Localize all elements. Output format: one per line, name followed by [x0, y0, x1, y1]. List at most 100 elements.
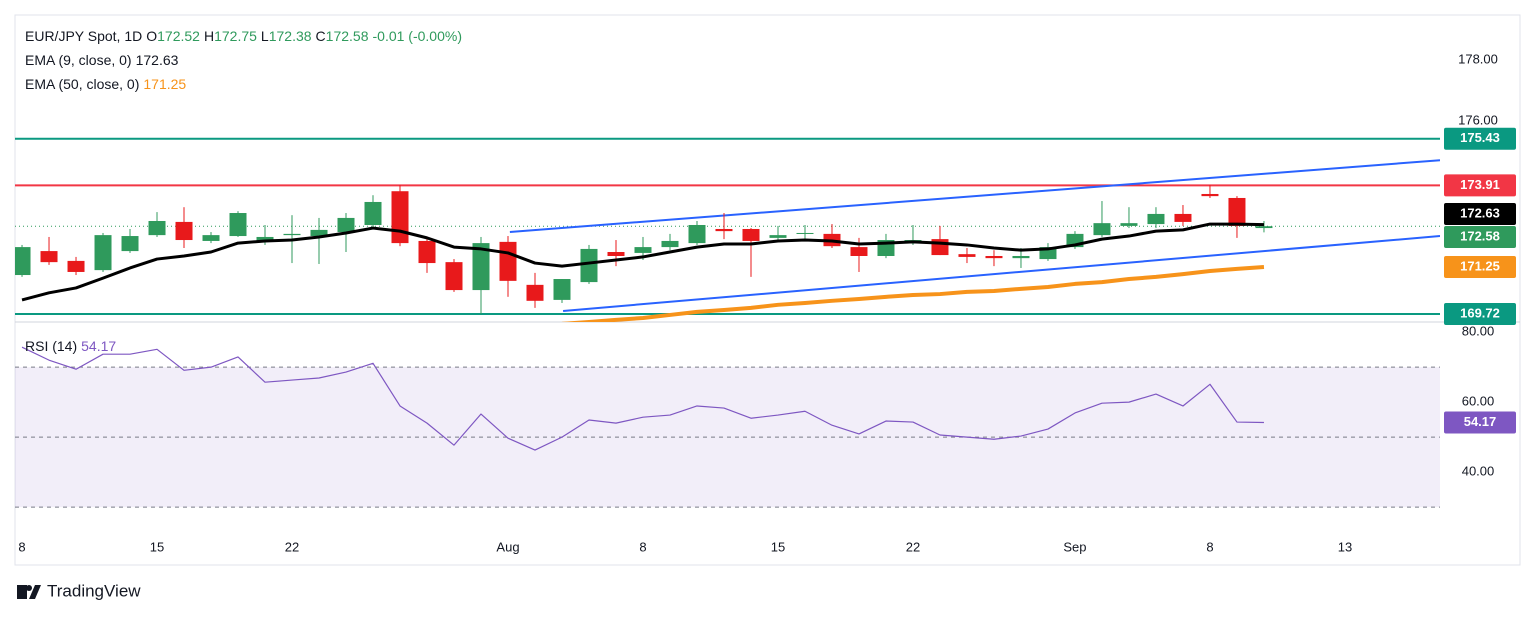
candle-body: [67, 260, 85, 272]
legend-row: EMA (50, close, 0) 171.25: [25, 72, 466, 96]
candle-body: [985, 255, 1003, 259]
ema50-value: 171.25: [143, 76, 187, 92]
x-tick-label: 22: [285, 539, 299, 554]
candle-body: [1093, 223, 1111, 236]
price-badge-bg: [1444, 303, 1516, 326]
candle-body: [445, 262, 463, 291]
candle-body: [1039, 247, 1057, 260]
candle-body: [283, 233, 301, 236]
price-badge-bg: [1444, 225, 1516, 248]
candle-body: [148, 220, 166, 236]
candle-body: [256, 236, 274, 241]
candle-body: [418, 240, 436, 264]
x-tick-label: 8: [1206, 539, 1213, 554]
candle-body: [15, 247, 31, 276]
candle-body: [364, 201, 382, 225]
candle-body: [40, 251, 58, 263]
candle-body: [958, 254, 976, 257]
ohlc-label: O: [146, 28, 158, 44]
candle-body: [661, 240, 679, 248]
trendline: [509, 159, 1440, 234]
ema50-line: [561, 265, 1265, 322]
candle-body: [796, 232, 814, 234]
price-badge: 173.91: [1460, 177, 1500, 192]
legend-row: EMA (9, close, 0) 172.63: [25, 48, 466, 72]
candle-body: [607, 252, 625, 256]
rsi-badge-bg: [1444, 411, 1516, 434]
legend-row: EUR/JPY Spot, 1D O172.52 H172.75 L172.38 C17…: [25, 24, 466, 48]
candle-body: [175, 221, 193, 241]
candle-body: [1255, 226, 1273, 229]
x-tick-label: 15: [771, 539, 785, 554]
price-badge: 172.58: [1460, 228, 1500, 243]
candle-body: [391, 191, 409, 244]
change: -0.01 (-0.00%): [372, 28, 462, 44]
y-tick-label: 176.00: [1458, 113, 1498, 128]
candle-body: [688, 224, 706, 244]
ohlc-value: 172.52: [157, 28, 200, 44]
candle-body: [1174, 213, 1192, 222]
price-badge: 175.43: [1460, 130, 1500, 145]
candle-body: [526, 284, 544, 301]
candle-body: [472, 243, 490, 291]
candle-body: [1120, 223, 1138, 226]
y-tick-label: 178.00: [1458, 51, 1498, 66]
legend: EUR/JPY Spot, 1D O172.52 H172.75 L172.38 C17…: [25, 24, 466, 96]
rsi-tick-label: 80.00: [1462, 324, 1495, 339]
candle-body: [94, 235, 112, 271]
ohlc-value: 172.38: [268, 28, 312, 44]
ema9-line: [21, 222, 1265, 302]
x-tick-label: Sep: [1063, 539, 1086, 554]
candle-body: [1228, 197, 1246, 226]
ohlc-label: C: [315, 28, 326, 44]
trendline: [562, 235, 1440, 312]
brand-logo: [17, 585, 41, 599]
candle-body: [1201, 193, 1219, 197]
x-tick-label: 15: [150, 539, 164, 554]
candle-body: [580, 248, 598, 283]
price-badge-bg: [1444, 174, 1516, 197]
candle-body: [769, 235, 787, 238]
candle-body: [850, 247, 868, 256]
price-badge: 169.72: [1460, 305, 1500, 320]
frame: [14, 14, 1521, 566]
candle-body: [337, 217, 355, 233]
ema9-value: 172.63: [135, 52, 179, 68]
rsi-legend: RSI (14) 54.17: [25, 334, 120, 358]
ohlc-value: 172.58: [325, 28, 369, 44]
ohlc-label: H: [203, 28, 215, 44]
rsi-name: RSI (14): [25, 338, 78, 354]
price-badge-bg: [1444, 127, 1516, 150]
price-badge: 172.63: [1460, 205, 1500, 220]
x-tick-label: 8: [639, 539, 646, 554]
rsi-tick-label: 40.00: [1462, 464, 1495, 479]
x-tick-label: 8: [18, 539, 25, 554]
ohlc-label: L: [260, 28, 269, 44]
ohlc-value: 172.75: [214, 28, 257, 44]
candle-body: [742, 228, 760, 241]
ema50-name: EMA (50, close, 0): [25, 76, 140, 92]
rsi-line: [21, 346, 1264, 451]
candle-body: [1012, 255, 1030, 259]
symbol: EUR/JPY Spot, 1D: [25, 28, 143, 44]
price-badge-bg: [1444, 256, 1516, 279]
candle-body: [634, 247, 652, 253]
candle-body: [499, 241, 517, 281]
candle-body: [229, 213, 247, 237]
ema9-name: EMA (9, close, 0): [25, 52, 132, 68]
candle-body: [121, 236, 139, 252]
candle-body: [1147, 213, 1165, 225]
candle-body: [715, 228, 733, 232]
brand: TradingView: [47, 581, 141, 600]
price-badge-bg: [1444, 202, 1516, 225]
candle-body: [553, 279, 571, 300]
price-badge: 171.25: [1460, 258, 1500, 273]
rsi-badge: 54.17: [1464, 414, 1497, 429]
x-tick-label: 13: [1338, 539, 1352, 554]
candle-body: [202, 235, 220, 241]
x-tick-label: Aug: [496, 539, 519, 554]
x-tick-label: 22: [906, 539, 920, 554]
rsi-tick-label: 60.00: [1462, 394, 1495, 409]
